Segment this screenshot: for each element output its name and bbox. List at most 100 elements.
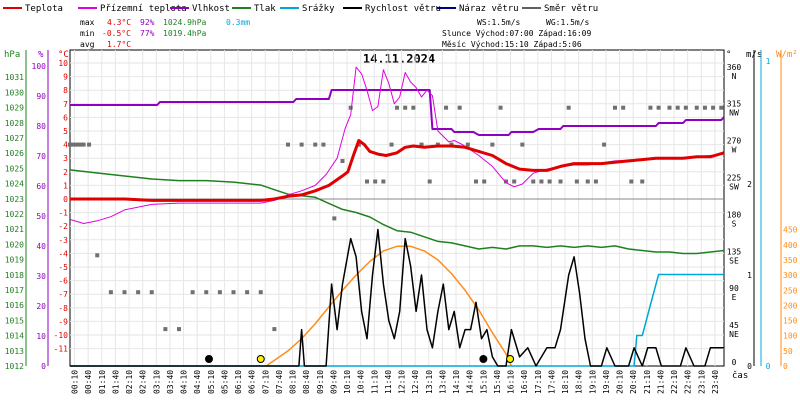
- time-tick-label: 11:10: [370, 370, 379, 394]
- temperature-tick-label: -6: [58, 277, 68, 286]
- wind-direction-point: [574, 179, 579, 184]
- pressure-tick-label: 1015: [5, 316, 24, 325]
- wind-direction-point: [566, 105, 571, 110]
- temperature-tick-label: -3: [58, 236, 68, 245]
- wind-direction-point: [76, 142, 81, 147]
- wind-direction-point: [444, 105, 449, 110]
- time-tick-label: 10:10: [343, 370, 352, 394]
- wind-direction-point: [403, 105, 408, 110]
- wind-speed-tick-label: 1: [747, 271, 752, 280]
- stats-block: max 4.3°C 92% 1024.9hPa 0.3mm min -0.5°C…: [80, 18, 591, 49]
- time-tick-label: 05:10: [207, 370, 216, 394]
- solar-tick-label: 400: [783, 241, 798, 250]
- time-tick-label: 11:40: [384, 370, 393, 394]
- wind-direction-point: [419, 142, 424, 147]
- legend-label-prizemni-teplota: Přízemní teplota: [100, 4, 187, 14]
- time-tick-label: 01:10: [98, 370, 107, 394]
- stat-max-label: max: [80, 18, 95, 27]
- wind-direction-point: [373, 179, 378, 184]
- temperature-tick-label: 7: [63, 100, 68, 109]
- time-tick-label: 15:40: [493, 370, 502, 394]
- wind-direction-point: [427, 179, 432, 184]
- temperature-tick-label: -2: [58, 222, 68, 231]
- legend-label-smer-vetru: Směr větru: [544, 4, 598, 14]
- direction-tick-name: NW: [729, 109, 739, 118]
- time-tick-label: 00:40: [84, 370, 93, 394]
- time-tick-label: 23:10: [697, 370, 706, 394]
- wind-direction-point: [547, 179, 552, 184]
- stat-avg-temp: 1.7°C: [107, 40, 131, 49]
- time-tick-label: 14:40: [466, 370, 475, 394]
- wind-direction-point: [711, 105, 716, 110]
- wind-direction-point: [667, 105, 672, 110]
- wind-direction-point: [245, 290, 250, 295]
- chart-title: 14.11.2024: [363, 52, 435, 66]
- series-layer: [69, 66, 725, 367]
- wind-direction-point: [136, 290, 141, 295]
- temperature-tick-label: -11: [54, 345, 69, 354]
- time-axis-header: čas: [732, 370, 748, 381]
- pressure-tick-label: 1031: [5, 73, 24, 82]
- wind-direction-point: [340, 159, 345, 163]
- wind-speed-tick-label: 2: [747, 180, 752, 189]
- time-tick-label: 03:40: [166, 370, 175, 394]
- wind-direction-point: [675, 105, 680, 110]
- series-srazky: [70, 273, 724, 367]
- time-tick-label: 17:10: [534, 370, 543, 394]
- stat-max-pressure: 1024.9hPa: [163, 18, 207, 27]
- wind-direction-point: [602, 142, 607, 147]
- direction-tick-name: W: [732, 146, 737, 155]
- moon-marker: [479, 355, 488, 363]
- solar-axis-header: W/m²: [776, 50, 798, 60]
- temperature-tick-label: 0: [63, 195, 68, 204]
- time-tick-label: 10:40: [357, 370, 366, 394]
- direction-tick-label: 180: [727, 210, 742, 219]
- stat-min-temp: -0.5°C: [102, 29, 131, 38]
- wind-direction-point: [122, 290, 127, 295]
- pressure-tick-label: 1017: [5, 286, 24, 295]
- direction-tick-name: E: [732, 293, 737, 302]
- series-teplota: [70, 139, 725, 202]
- wind-direction-point: [163, 327, 168, 332]
- wind-direction-point: [613, 105, 617, 110]
- wind-direction-point: [512, 179, 517, 184]
- time-tick-label: 15:10: [479, 370, 488, 394]
- direction-tick-label: 315: [727, 100, 742, 109]
- humidity-tick-label: 10: [36, 332, 46, 341]
- grid: [70, 50, 724, 366]
- stat-wind-gust: WG:1.5m/s: [546, 18, 590, 27]
- series-prizemni-teplota: [69, 66, 725, 224]
- sun-moon-markers: [204, 355, 515, 363]
- time-tick-label: 04:40: [193, 370, 202, 394]
- left-axis-ticks: 1031103010291028102710261025102410231022…: [5, 59, 68, 371]
- wind-direction-point: [299, 142, 304, 147]
- time-tick-label: 20:40: [629, 370, 638, 394]
- right-axis-ticks: 360N315NW270W225SW180S135SE90E45NE021010…: [727, 57, 798, 371]
- humidity-axis-header: %: [38, 50, 44, 60]
- wind-direction-point: [490, 142, 495, 147]
- wind-direction-point: [389, 142, 394, 147]
- direction-axis-header: °: [726, 50, 731, 60]
- pressure-tick-label: 1022: [5, 210, 24, 219]
- time-tick-label: 18:10: [561, 370, 570, 394]
- solar-tick-label: 0: [783, 362, 788, 371]
- stat-wind-speed: WS:1.5m/s: [477, 18, 521, 27]
- humidity-tick-label: 30: [36, 272, 46, 281]
- pressure-tick-label: 1020: [5, 240, 24, 249]
- solar-tick-label: 350: [783, 256, 798, 265]
- stat-max-rain: 0.3mm: [226, 18, 250, 27]
- time-tick-label: 14:10: [452, 370, 461, 394]
- series-solar-radiation: [265, 245, 513, 367]
- legend-label-tlak: Tlak: [254, 4, 276, 14]
- wind-direction-points: [68, 105, 724, 332]
- series-rychlost-vetru: [70, 228, 724, 367]
- wind-direction-point: [504, 179, 508, 184]
- wind-direction-point: [231, 290, 236, 295]
- humidity-tick-label: 0: [41, 362, 46, 371]
- wind-direction-point: [95, 253, 100, 258]
- pressure-tick-label: 1025: [5, 164, 24, 173]
- wind-direction-point: [332, 216, 337, 221]
- direction-tick-name: NE: [729, 330, 739, 339]
- time-tick-label: 12:40: [411, 370, 420, 394]
